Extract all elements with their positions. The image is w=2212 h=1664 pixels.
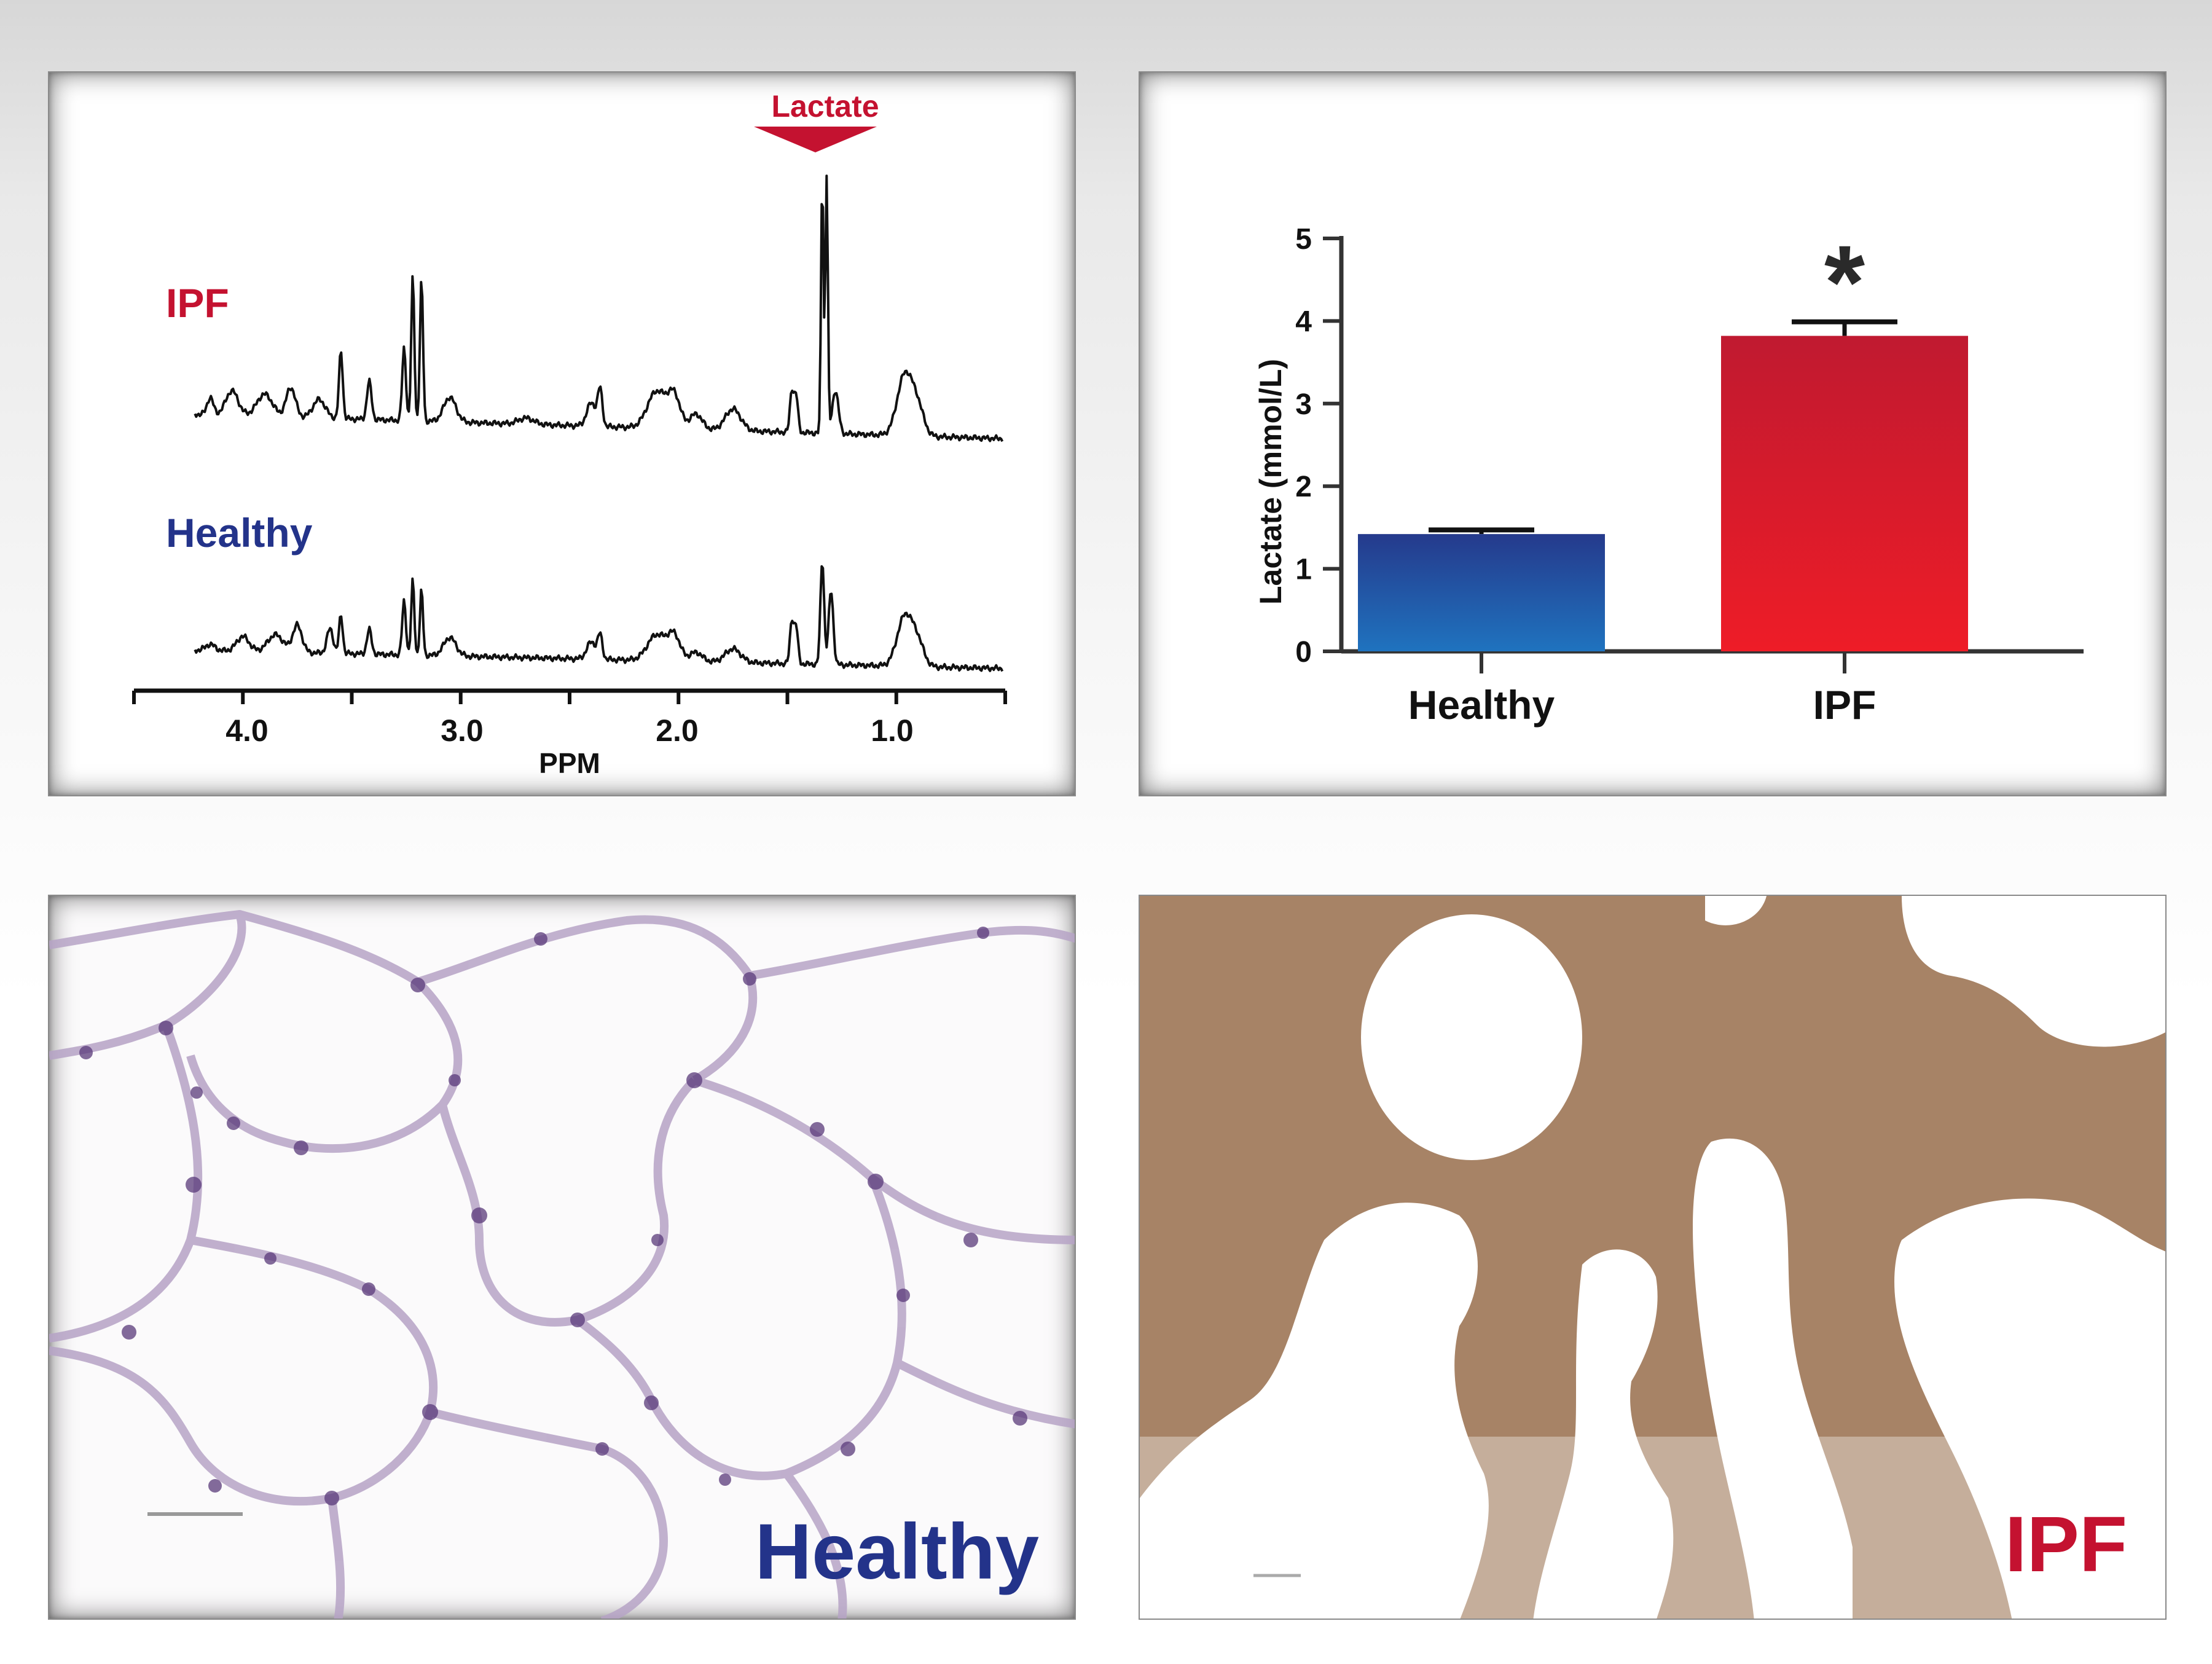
ppm-tick-4: 4.0 bbox=[226, 713, 269, 748]
nmr-spectrum-panel: Lactate IPF Healthy 4.0 3.0 2.0 1.0 PPM bbox=[48, 71, 1076, 796]
ipf-spectrum-trace bbox=[194, 175, 1004, 442]
ppm-axis-label: PPM bbox=[539, 747, 600, 779]
y-tick-label: 3 bbox=[1295, 388, 1312, 421]
bar-healthy bbox=[1358, 534, 1605, 651]
lactate-bar-chart-panel: 0 1 2 3 4 5 Healthy IPF * Lactate (mmol/L) bbox=[1139, 71, 2167, 796]
y-tick-label: 0 bbox=[1295, 636, 1312, 669]
ppm-tick-3: 3.0 bbox=[441, 713, 484, 748]
y-tick-label: 4 bbox=[1295, 305, 1312, 338]
ipf-tissue-image: IPF bbox=[1139, 895, 2167, 1620]
lactate-arrow-icon bbox=[754, 127, 877, 152]
x-category-label: Healthy bbox=[1408, 682, 1555, 728]
x-category-label: IPF bbox=[1813, 682, 1877, 728]
lactate-peak-label: Lactate bbox=[771, 89, 879, 124]
ppm-tick-1: 1.0 bbox=[871, 713, 914, 748]
ipf-spectrum-label: IPF bbox=[166, 280, 229, 326]
healthy-tissue-image: Healthy bbox=[48, 895, 1076, 1620]
bar-ipf bbox=[1721, 336, 1968, 651]
ipf-image-label: IPF bbox=[2004, 1501, 2127, 1588]
healthy-spectrum-label: Healthy bbox=[166, 510, 313, 555]
healthy-spectrum-trace bbox=[194, 565, 1004, 672]
nmr-spectrum-svg: Lactate IPF Healthy 4.0 3.0 2.0 1.0 PPM bbox=[132, 89, 1007, 779]
y-tick-label: 1 bbox=[1295, 554, 1312, 586]
significance-asterisk: * bbox=[1824, 224, 1865, 341]
bar-chart-svg: 0 1 2 3 4 5 Healthy IPF * Lactate (mmol/L) bbox=[1253, 223, 2084, 728]
ppm-tick-2: 2.0 bbox=[656, 713, 699, 748]
healthy-image-label: Healthy bbox=[755, 1508, 1039, 1596]
ipf-tissue-drawing bbox=[1140, 896, 2165, 1619]
ppm-minor-ticks bbox=[132, 691, 1007, 704]
healthy-tissue-drawing bbox=[49, 910, 1075, 1619]
y-tick-label: 2 bbox=[1295, 471, 1312, 503]
y-axis-label: Lactate (mmol/L) bbox=[1253, 359, 1288, 605]
y-tick-label: 5 bbox=[1295, 223, 1312, 256]
